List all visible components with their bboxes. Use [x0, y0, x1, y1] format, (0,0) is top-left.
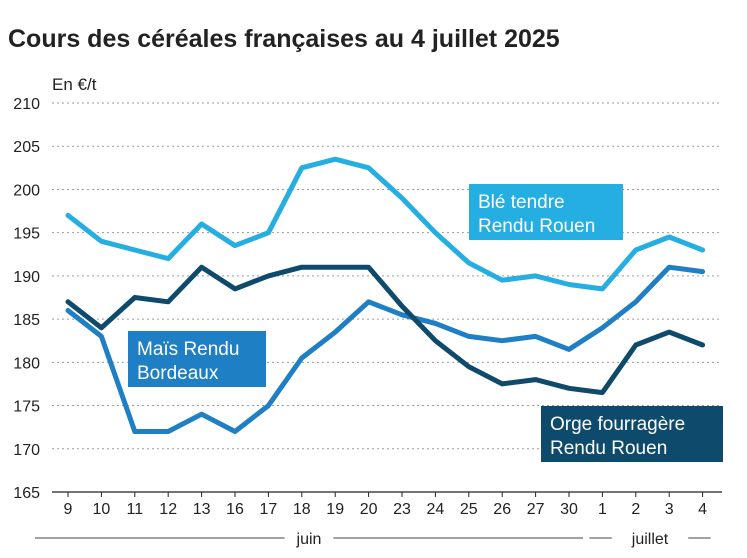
- x-tick-label: 1: [598, 501, 607, 518]
- y-tick-label: 180: [13, 355, 40, 372]
- x-tick-label: 11: [126, 501, 143, 518]
- y-axis-unit-label: En €/t: [52, 75, 97, 94]
- series-lines: [65, 156, 706, 434]
- month-axis: juin juillet: [35, 531, 711, 548]
- x-tick-label: 2: [631, 501, 640, 518]
- x-tick-label: 25: [460, 501, 478, 518]
- y-axis-ticks: 165 170 175 180 185 190 195 200 205 210: [13, 96, 40, 502]
- series-label-box: [541, 406, 723, 462]
- x-tick-label: 19: [326, 501, 344, 518]
- y-tick-label: 205: [13, 139, 40, 156]
- x-tick-label: 23: [393, 501, 411, 518]
- x-tick-label: 3: [665, 501, 674, 518]
- series-label-text: Blé tendre: [478, 192, 565, 213]
- x-tick-label: 17: [260, 501, 278, 518]
- chart-title: Cours des céréales françaises au 4 juill…: [8, 25, 560, 53]
- series-label-text: Bordeaux: [137, 363, 219, 384]
- y-tick-label: 210: [13, 96, 40, 113]
- series-label-text: Rendu Rouen: [550, 438, 667, 459]
- x-tick-label: 27: [527, 501, 545, 518]
- series-label-text: Orge fourragère: [550, 414, 685, 435]
- y-tick-label: 170: [13, 442, 40, 459]
- y-tick-label: 175: [13, 399, 40, 416]
- series-label-box: [469, 184, 623, 240]
- series-labels: Blé tendre Rendu Rouen Maïs Rendu Bordeaux O…: [128, 184, 723, 462]
- series-line-0: [65, 156, 706, 292]
- series-label-text: Rendu Rouen: [478, 216, 595, 237]
- y-tick-label: 165: [13, 485, 40, 502]
- x-tick-label: 30: [560, 501, 578, 518]
- series-label-text: Maïs Rendu: [137, 339, 239, 360]
- x-tick-label: 16: [226, 501, 244, 518]
- month-label: juillet: [631, 531, 669, 548]
- y-tick-label: 185: [13, 312, 40, 329]
- series-line-1: [65, 264, 706, 434]
- x-tick-label: 26: [493, 501, 511, 518]
- series-label-2: Orge fourragère Rendu Rouen: [541, 406, 723, 462]
- x-tick-label: 13: [193, 501, 211, 518]
- y-tick-label: 200: [13, 182, 40, 199]
- x-tick-label: 4: [698, 501, 707, 518]
- x-tick-label: 18: [293, 501, 311, 518]
- series-line-2: [65, 264, 706, 396]
- gridlines: [52, 102, 722, 493]
- series-label-box: [128, 331, 266, 387]
- series-label-1: Maïs Rendu Bordeaux: [128, 331, 266, 387]
- x-tick-label: 12: [159, 501, 177, 518]
- x-tick-label: 10: [93, 501, 111, 518]
- y-tick-label: 190: [13, 269, 40, 286]
- x-tick-label: 9: [64, 501, 73, 518]
- x-axis-ticks: 9 10 11 12 13 16 17 18 19 20 23 24 25 26 27 30 1 2 3 4: [64, 492, 707, 518]
- x-tick-label: 24: [427, 501, 445, 518]
- x-tick-label: 20: [360, 501, 378, 518]
- y-tick-label: 195: [13, 226, 40, 243]
- series-label-0: Blé tendre Rendu Rouen: [469, 184, 623, 240]
- month-label: juin: [296, 531, 322, 548]
